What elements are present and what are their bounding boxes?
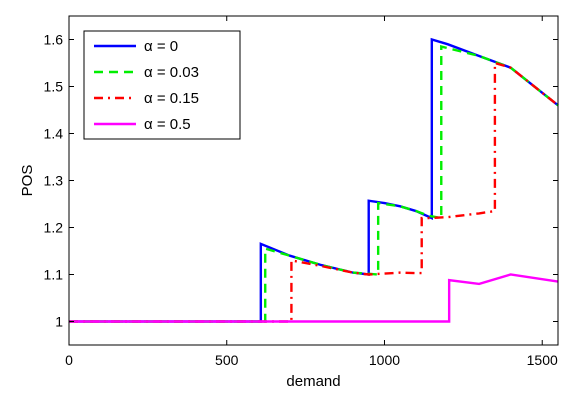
y-axis-title: POS [19, 165, 36, 197]
series-line-2 [69, 45, 559, 323]
legend-box [83, 30, 241, 140]
legend-label-2: α = 0.03 [144, 64, 199, 81]
x-tick-label: 500 [215, 352, 239, 368]
series-line-4 [69, 273, 559, 323]
legend-label-4: α = 0.5 [144, 116, 191, 133]
x-tick-label: 1500 [527, 352, 558, 368]
legend-label-1: α = 0 [144, 38, 178, 55]
y-tick-label: 1.1 [44, 267, 64, 283]
y-tick-label: 1.5 [44, 79, 64, 95]
y-tick-label: 1.6 [44, 32, 64, 48]
y-tick-label: 1.2 [44, 220, 64, 236]
legend-label-3: α = 0.15 [144, 90, 199, 107]
x-tick-label: 1000 [369, 352, 400, 368]
series-line-3 [69, 61, 559, 323]
series-line-1 [69, 37, 559, 323]
x-tick-label: 0 [65, 352, 73, 368]
ticks-layer: 0 500 1000 1500 1 1.1 1.2 1.3 1.4 1.5 1.6 [44, 16, 558, 368]
y-tick-label: 1.4 [44, 126, 64, 142]
series-layer [69, 37, 559, 323]
x-axis-title: demand [286, 373, 340, 390]
legend: α = 0 α = 0.03 α = 0.15 α = 0.5 [83, 30, 241, 140]
y-tick-label: 1.3 [44, 173, 64, 189]
y-tick-label: 1 [55, 314, 63, 330]
